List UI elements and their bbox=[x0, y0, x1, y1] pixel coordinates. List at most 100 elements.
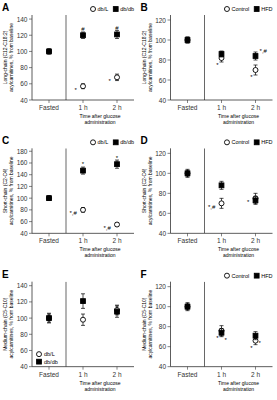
y-tick-label: 60 bbox=[159, 77, 167, 84]
legend-marker bbox=[224, 7, 229, 12]
error-bar bbox=[47, 313, 51, 323]
panel: A406080100120140Fasted1 h2 hLong-chain (… bbox=[2, 2, 134, 125]
legend-label: Control bbox=[231, 139, 249, 145]
x-axis-label-line: administration bbox=[223, 386, 254, 392]
separator bbox=[66, 148, 67, 233]
data-point bbox=[253, 68, 258, 73]
x-tick-label: Fasted bbox=[39, 371, 59, 378]
legend: db/Ldb/db bbox=[37, 351, 58, 365]
error-bar bbox=[186, 170, 190, 176]
error-bar bbox=[186, 37, 190, 43]
y-tick-label: 160 bbox=[17, 159, 28, 166]
data-point bbox=[81, 299, 86, 304]
x-tick bbox=[255, 233, 256, 236]
y-axis-line bbox=[32, 282, 33, 367]
separator bbox=[204, 282, 205, 367]
x-tick bbox=[187, 367, 188, 370]
y-tick-label: 60 bbox=[159, 210, 167, 217]
error-bar bbox=[81, 84, 85, 89]
y-tick bbox=[29, 233, 32, 234]
y-tick-label: 60 bbox=[159, 343, 167, 350]
error-bar bbox=[47, 196, 51, 200]
annotation: * bbox=[82, 161, 85, 167]
annotation: * bbox=[216, 62, 219, 68]
x-tick bbox=[49, 233, 50, 236]
legend-label: db/L bbox=[44, 351, 55, 357]
legend-label: db/L bbox=[98, 139, 109, 145]
y-tick bbox=[29, 350, 32, 351]
annotation: *,# bbox=[104, 225, 112, 231]
y-tick-label: 180 bbox=[17, 148, 28, 155]
error-bar bbox=[81, 167, 85, 174]
error-bar-cap bbox=[254, 331, 258, 332]
annotation: * bbox=[250, 345, 253, 351]
y-axis-label-line: acylcarnitines, % from baseline bbox=[8, 289, 14, 358]
data-point bbox=[81, 84, 86, 89]
y-tick bbox=[29, 221, 32, 222]
error-bar-cap bbox=[254, 339, 258, 340]
y-axis-line bbox=[170, 15, 171, 100]
legend-marker bbox=[224, 273, 229, 278]
y-axis-label-line: acylcarnitines, % from baseline bbox=[147, 156, 153, 225]
error-bar-cap bbox=[254, 204, 258, 205]
y-axis-line bbox=[170, 148, 171, 233]
x-tick bbox=[221, 100, 222, 103]
y-tick-label: 140 bbox=[17, 282, 28, 289]
y-tick bbox=[168, 366, 171, 367]
separator bbox=[204, 15, 205, 100]
error-bar-cap bbox=[220, 336, 224, 337]
panel-label: B bbox=[141, 2, 148, 13]
data-point bbox=[81, 317, 86, 322]
y-tick-label: 100 bbox=[17, 48, 28, 55]
y-tick bbox=[29, 51, 32, 52]
y-tick bbox=[168, 213, 171, 214]
x-tick-label: 1 h bbox=[78, 371, 87, 378]
data-point bbox=[115, 309, 120, 314]
annotation: *,# bbox=[260, 48, 268, 54]
error-bar-cap bbox=[220, 328, 224, 329]
x-tick-label: 2 h bbox=[251, 104, 260, 111]
x-axis-label: Time after glucoseadministration bbox=[218, 246, 259, 258]
x-axis-label-line: administration bbox=[223, 252, 254, 258]
y-axis-line bbox=[32, 148, 33, 233]
y-tick bbox=[29, 209, 32, 210]
x-axis-label-line: administration bbox=[84, 119, 115, 125]
y-tick-label: 60 bbox=[20, 347, 28, 354]
error-bar-cap bbox=[186, 169, 190, 170]
data-point bbox=[47, 316, 52, 321]
x-tick-label: 2 h bbox=[112, 237, 121, 244]
y-axis-label: Long-chain (C12-C18:2)acylcarnitines, % … bbox=[2, 23, 14, 92]
legend-label: db/db bbox=[120, 6, 134, 12]
plot-area bbox=[185, 15, 258, 100]
y-tick bbox=[168, 80, 171, 81]
plot-area bbox=[47, 282, 120, 367]
data-point bbox=[115, 222, 120, 227]
annotation: * bbox=[247, 199, 250, 205]
y-tick bbox=[29, 67, 32, 68]
annotation: * bbox=[258, 340, 261, 346]
legend-label: Control bbox=[231, 273, 249, 279]
error-bar-cap bbox=[220, 208, 224, 209]
x-tick-label: Fasted bbox=[39, 104, 59, 111]
y-tick bbox=[29, 318, 32, 319]
data-point bbox=[47, 49, 52, 54]
data-point bbox=[219, 52, 224, 57]
x-axis-label-line: administration bbox=[84, 252, 115, 258]
error-bar bbox=[220, 326, 224, 336]
x-tick-label: 1 h bbox=[217, 237, 226, 244]
y-tick bbox=[168, 153, 171, 154]
x-tick bbox=[83, 367, 84, 370]
error-bar bbox=[254, 332, 258, 340]
y-axis-label-line: acylcarnitines, % from baseline bbox=[147, 289, 153, 358]
x-tick bbox=[49, 367, 50, 370]
y-tick bbox=[168, 193, 171, 194]
error-bar-cap bbox=[220, 325, 224, 326]
error-bar bbox=[47, 196, 51, 201]
y-tick bbox=[168, 100, 171, 101]
y-tick bbox=[29, 186, 32, 187]
legend: ControlHFD bbox=[224, 139, 272, 145]
annotation: * bbox=[216, 335, 219, 341]
error-bar bbox=[220, 181, 224, 189]
x-axis-label-line: administration bbox=[223, 119, 254, 125]
y-tick-label: 100 bbox=[17, 315, 28, 322]
